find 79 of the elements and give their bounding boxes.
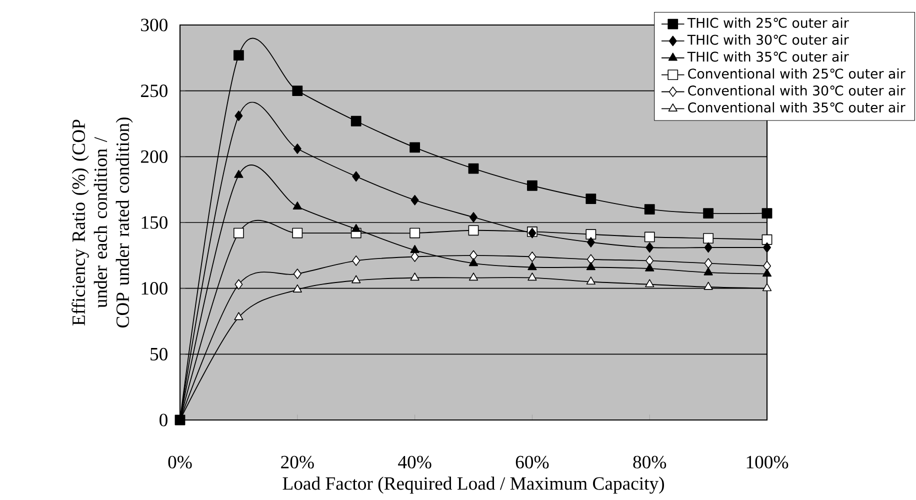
point <box>234 228 244 238</box>
point <box>586 237 595 248</box>
y-axis-title: Efficiency Ratio (%) (COP under each condition / COP under rated condition) <box>72 118 133 328</box>
point <box>646 242 654 253</box>
point <box>410 244 420 253</box>
x-tick-label: 80% <box>633 456 666 468</box>
point <box>703 208 714 218</box>
point <box>528 262 537 270</box>
point <box>292 228 303 238</box>
point <box>292 202 302 210</box>
y-tick-label: 150 <box>142 216 168 229</box>
point <box>174 414 186 426</box>
point <box>352 171 360 182</box>
point <box>763 260 772 272</box>
point <box>586 254 595 265</box>
x-tick-label: 40% <box>398 456 432 468</box>
point <box>410 252 419 262</box>
point <box>234 50 244 60</box>
x-tick-label: 60% <box>516 456 549 468</box>
point <box>528 272 537 281</box>
point <box>350 116 362 126</box>
point <box>468 272 478 281</box>
point <box>763 242 772 253</box>
point <box>410 194 419 206</box>
x-tick-label: 20% <box>281 456 314 468</box>
point <box>762 234 772 245</box>
point <box>352 224 361 232</box>
point <box>468 163 479 174</box>
point <box>410 272 420 281</box>
y-tick-label: 250 <box>141 84 168 98</box>
point <box>762 268 772 277</box>
point <box>234 312 244 320</box>
point <box>644 232 655 242</box>
point <box>468 225 479 236</box>
point <box>703 233 714 244</box>
point <box>704 267 713 276</box>
point <box>352 275 361 284</box>
point <box>234 279 243 290</box>
point <box>762 283 772 292</box>
point <box>586 276 596 285</box>
legend-label: THIC with 30℃ outer air <box>687 34 849 45</box>
y-tick-label: 200 <box>141 150 168 163</box>
point <box>704 242 712 253</box>
point <box>292 284 302 292</box>
legend-label: THIC with 25℃ outer air <box>687 18 849 28</box>
point <box>704 258 712 269</box>
y-tick-label: 300 <box>141 18 168 32</box>
legend-label: Conventional with 30℃ outer air <box>688 85 906 96</box>
point <box>234 170 244 178</box>
point <box>528 252 536 262</box>
point <box>470 212 478 222</box>
point <box>527 180 538 191</box>
point <box>293 144 302 154</box>
point <box>644 204 655 215</box>
point <box>586 229 596 240</box>
legend-label: THIC with 35℃ outer air <box>687 51 849 62</box>
legend-label: Conventional with 25℃ outer air <box>688 68 906 79</box>
point <box>352 255 360 266</box>
point <box>586 194 596 204</box>
y-tick-label: 0 <box>160 414 168 426</box>
point <box>410 142 420 153</box>
point <box>646 255 654 266</box>
legend-label: Conventional with 35℃ outer air <box>688 102 906 113</box>
y-tick-label: 50 <box>150 348 168 360</box>
point <box>470 250 478 261</box>
y-tick-label: 100 <box>142 282 168 295</box>
point <box>645 279 654 288</box>
point <box>234 110 243 122</box>
point <box>704 282 713 290</box>
point <box>586 262 596 270</box>
point <box>645 263 654 272</box>
point <box>293 268 302 280</box>
point <box>762 208 772 218</box>
point <box>468 258 478 266</box>
x-tick-label: 100% <box>746 456 788 468</box>
x-axis-title: Load Factor (Required Load / Maximum Capacity) <box>282 476 664 494</box>
point <box>292 86 303 96</box>
point <box>410 228 420 238</box>
x-tick-label: 0% <box>168 456 192 468</box>
